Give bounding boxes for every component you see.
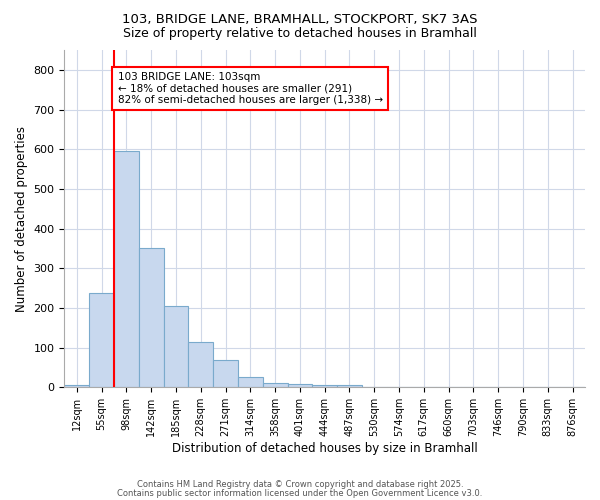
Bar — [238, 378, 263, 388]
Text: 103, BRIDGE LANE, BRAMHALL, STOCKPORT, SK7 3AS: 103, BRIDGE LANE, BRAMHALL, STOCKPORT, S… — [122, 12, 478, 26]
Bar — [287, 384, 313, 388]
Text: 103 BRIDGE LANE: 103sqm
← 18% of detached houses are smaller (291)
82% of semi-d: 103 BRIDGE LANE: 103sqm ← 18% of detache… — [118, 72, 383, 105]
Bar — [164, 306, 188, 388]
Y-axis label: Number of detached properties: Number of detached properties — [15, 126, 28, 312]
Bar — [89, 293, 114, 388]
Bar — [139, 248, 164, 388]
Bar — [313, 386, 337, 388]
Bar — [263, 384, 287, 388]
Bar — [64, 386, 89, 388]
Text: Contains public sector information licensed under the Open Government Licence v3: Contains public sector information licen… — [118, 488, 482, 498]
Bar — [337, 384, 362, 388]
Bar — [188, 342, 213, 388]
Text: Contains HM Land Registry data © Crown copyright and database right 2025.: Contains HM Land Registry data © Crown c… — [137, 480, 463, 489]
Text: Size of property relative to detached houses in Bramhall: Size of property relative to detached ho… — [123, 28, 477, 40]
Bar — [213, 360, 238, 388]
X-axis label: Distribution of detached houses by size in Bramhall: Distribution of detached houses by size … — [172, 442, 478, 455]
Bar — [114, 151, 139, 388]
